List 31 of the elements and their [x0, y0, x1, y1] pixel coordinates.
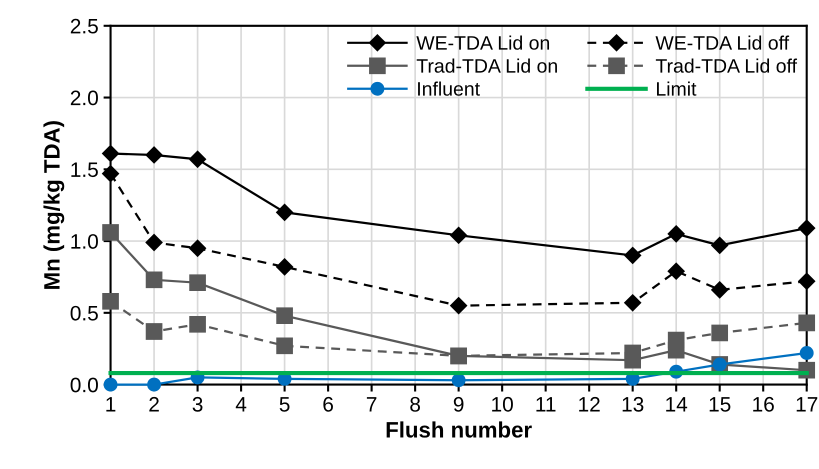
legend-label: Influent: [418, 81, 480, 96]
y-tick-label: 0.5: [70, 306, 98, 321]
x-tick-label: 15: [710, 397, 730, 412]
x-axis-title: Flush number: [386, 421, 532, 438]
x-tick-label: 6: [323, 396, 333, 412]
x-tick-label: 2: [149, 396, 159, 412]
x-tick-label: 1: [106, 397, 116, 412]
x-tick-label: 13: [622, 396, 644, 412]
x-tick-label: 17: [796, 397, 818, 412]
legend-label: Trad-TDA Lid off: [656, 58, 798, 73]
y-tick-label: 2.5: [70, 18, 98, 34]
x-tick-label: 16: [753, 396, 774, 412]
x-tick-label: 10: [492, 396, 513, 412]
y-tick-label: 1.5: [71, 162, 98, 178]
x-tick-label: 8: [410, 396, 420, 412]
x-tick-label: 11: [536, 397, 556, 412]
x-tick-label: 14: [666, 397, 688, 412]
x-tick-label: 7: [366, 397, 376, 412]
y-tick-label: 1.0: [71, 234, 98, 249]
legend-label: WE-TDA Lid off: [656, 36, 790, 50]
y-tick-label: 0.0: [70, 378, 98, 392]
y-tick-label: 2.0: [70, 90, 98, 106]
x-tick-label: 4: [236, 397, 246, 412]
x-tick-label: 5: [280, 397, 290, 412]
legend-label: WE-TDA Lid on: [416, 36, 550, 50]
y-axis-title: Mn (mg/kg TDA): [43, 121, 64, 289]
x-tick-label: 3: [192, 396, 202, 412]
x-tick-label: 9: [454, 396, 464, 412]
legend-label: Limit: [657, 81, 696, 96]
x-tick-label: 12: [579, 396, 600, 412]
legend-label: Trad-TDA Lid on: [416, 58, 557, 73]
